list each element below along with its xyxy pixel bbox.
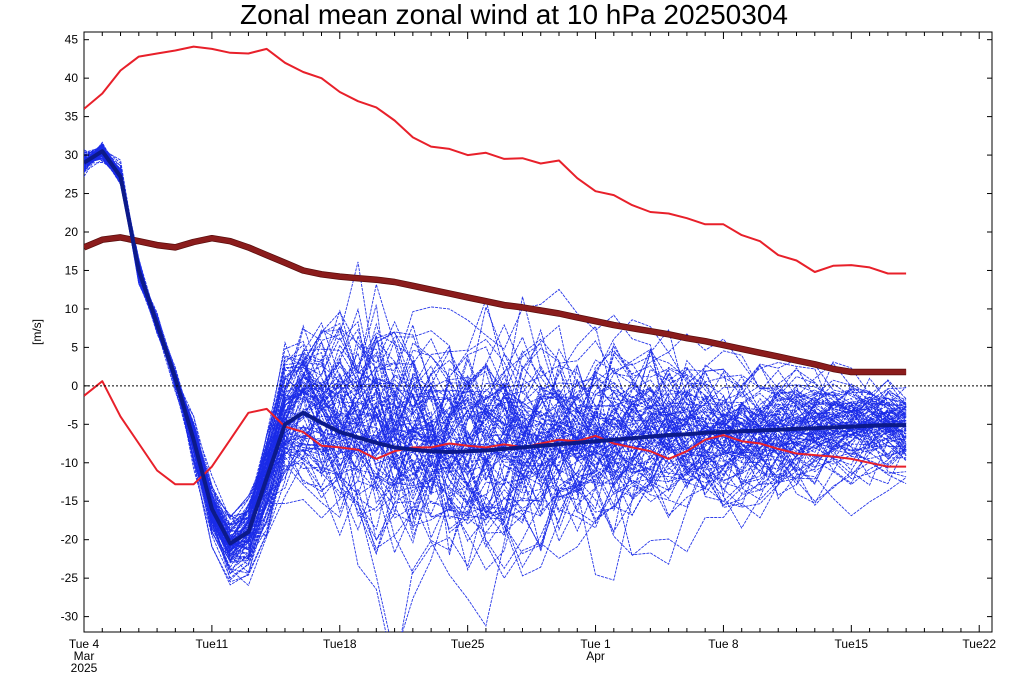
ensemble-member-line: [84, 149, 907, 526]
ensemble-member-line: [84, 148, 907, 564]
ensemble-member-line: [84, 147, 907, 539]
ensemble-member-line: [84, 147, 907, 577]
y-tick-label: 5: [71, 340, 78, 354]
ensemble-member-line: [84, 155, 907, 587]
x-tick-label: Tue15: [835, 637, 869, 651]
y-tick-label: -30: [61, 610, 79, 624]
y-tick-label: -5: [67, 417, 78, 431]
y-tick-label: -20: [61, 533, 79, 547]
x-tick-label: Tue25: [451, 637, 485, 651]
ensemble-member-line: [84, 148, 907, 628]
ensemble-member-line: [84, 153, 907, 520]
y-tick-label: 25: [65, 187, 79, 201]
y-tick-label: 40: [65, 71, 79, 85]
axis-layer: 45 40 35 30 25 20 15 10 5 0 -5 -10 -15 -20 -25 -30 Tue 4…: [61, 32, 996, 675]
ensemble-member-line: [84, 157, 907, 519]
ensemble-member-line: [84, 153, 907, 531]
ensemble-member-line: [84, 152, 907, 562]
ensemble-member-line: [84, 145, 907, 583]
x-tick-label: Mar: [74, 649, 95, 663]
y-tick-label: -15: [61, 494, 79, 508]
y-tick-label: 10: [65, 302, 79, 316]
x-tick-label: Tue 8: [708, 637, 739, 651]
ensemble-member-line: [84, 154, 907, 576]
y-tick-label: 15: [65, 263, 79, 277]
y-tick-label: 45: [65, 33, 79, 47]
ensemble-member-line: [84, 145, 907, 580]
ensemble-member-line: [84, 149, 907, 533]
x-tick-label: Apr: [586, 649, 605, 663]
x-tick-label: Tue11: [196, 637, 229, 651]
ensemble-member-line: [84, 150, 907, 548]
y-tick-label: -10: [61, 456, 79, 470]
ensemble-member-line: [84, 150, 907, 553]
x-tick-label: Tue18: [323, 637, 357, 651]
y-axis-label: [m/s]: [30, 319, 44, 345]
ensemble-mean-line: [84, 149, 907, 546]
y-tick-label: 0: [71, 379, 78, 393]
climatology-min-line: [84, 380, 907, 486]
ensemble-member-line: [84, 144, 907, 565]
ensemble-member-line: [84, 149, 907, 546]
ensemble-member-line: [84, 144, 907, 544]
ensemble-member-line: [84, 157, 907, 581]
x-tick-label: Tue 1: [580, 637, 611, 651]
y-tick-label: 35: [65, 110, 79, 124]
x-tick-label: 2025: [71, 661, 98, 675]
x-tick-label: Tue 4: [69, 637, 100, 651]
y-tick-label: -25: [61, 571, 79, 585]
ensemble-member-line: [84, 150, 907, 563]
climatology-max-line: [84, 45, 907, 275]
series-layer: [84, 45, 907, 546]
y-tick-label: 20: [65, 225, 79, 239]
ensemble-member-line: [84, 146, 907, 574]
y-tick-label: 30: [65, 148, 79, 162]
x-tick-label: Tue22: [962, 637, 996, 651]
chart-title: Zonal mean zonal wind at 10 hPa 20250304: [240, 0, 788, 30]
ensemble-member-line: [84, 153, 907, 579]
climatology-mean-line: [84, 234, 907, 375]
